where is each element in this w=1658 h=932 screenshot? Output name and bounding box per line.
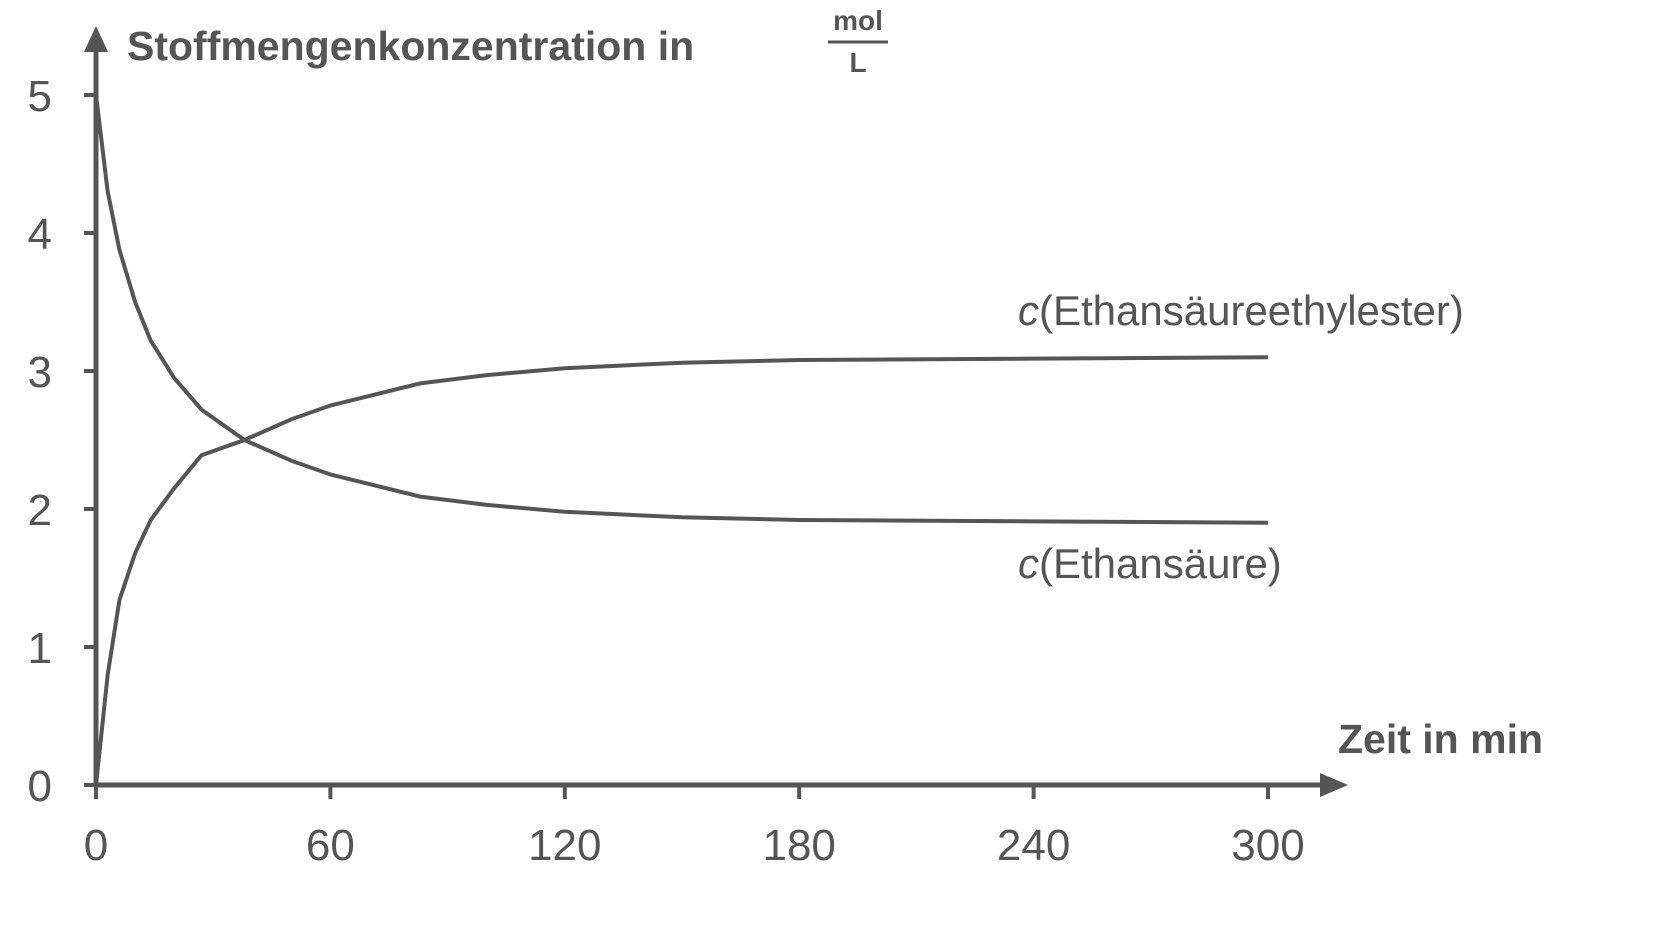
- y-tick-label: 0: [28, 762, 52, 811]
- x-axis-arrow: [1320, 773, 1348, 797]
- x-axis-label: Zeit in min: [1338, 716, 1543, 762]
- x-tick-label: 300: [1231, 821, 1304, 870]
- y-axis-arrow: [84, 26, 108, 52]
- x-tick-label: 240: [997, 821, 1070, 870]
- series-line: [94, 355, 1269, 786]
- x-tick-label: 180: [762, 821, 835, 870]
- x-tick-label: 120: [528, 821, 601, 870]
- y-tick-label: 1: [28, 624, 52, 673]
- x-tick-label: 0: [84, 821, 108, 870]
- x-tick-label: 60: [306, 821, 355, 870]
- y-tick-label: 5: [28, 72, 52, 121]
- series-label: c(Ethansäureethylester): [1018, 287, 1464, 334]
- y-unit-numerator: mol: [833, 5, 883, 36]
- series-label: c(Ethansäure): [1018, 540, 1282, 587]
- y-tick-label: 3: [28, 348, 52, 397]
- series-line: [94, 94, 1269, 525]
- y-tick-label: 4: [28, 210, 52, 259]
- y-axis-label: Stoffmengenkonzentration in: [127, 23, 694, 69]
- y-tick-label: 2: [28, 486, 52, 535]
- y-unit-denominator: L: [849, 47, 866, 78]
